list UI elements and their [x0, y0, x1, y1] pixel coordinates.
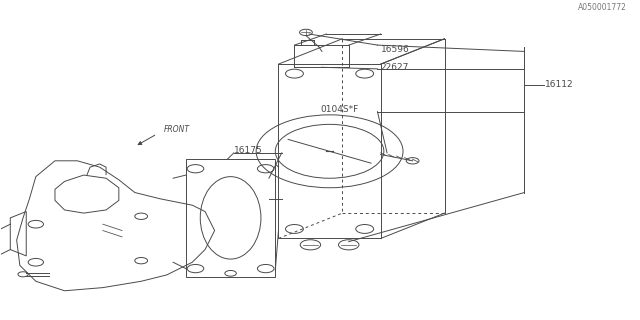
Text: 0104S*F: 0104S*F	[320, 105, 358, 114]
Text: 16112: 16112	[545, 80, 573, 89]
Text: FRONT: FRONT	[164, 124, 189, 134]
Text: 16175: 16175	[234, 146, 262, 155]
Text: 16596: 16596	[381, 45, 410, 54]
Text: 22627: 22627	[381, 63, 409, 72]
Text: A050001772: A050001772	[578, 3, 627, 12]
